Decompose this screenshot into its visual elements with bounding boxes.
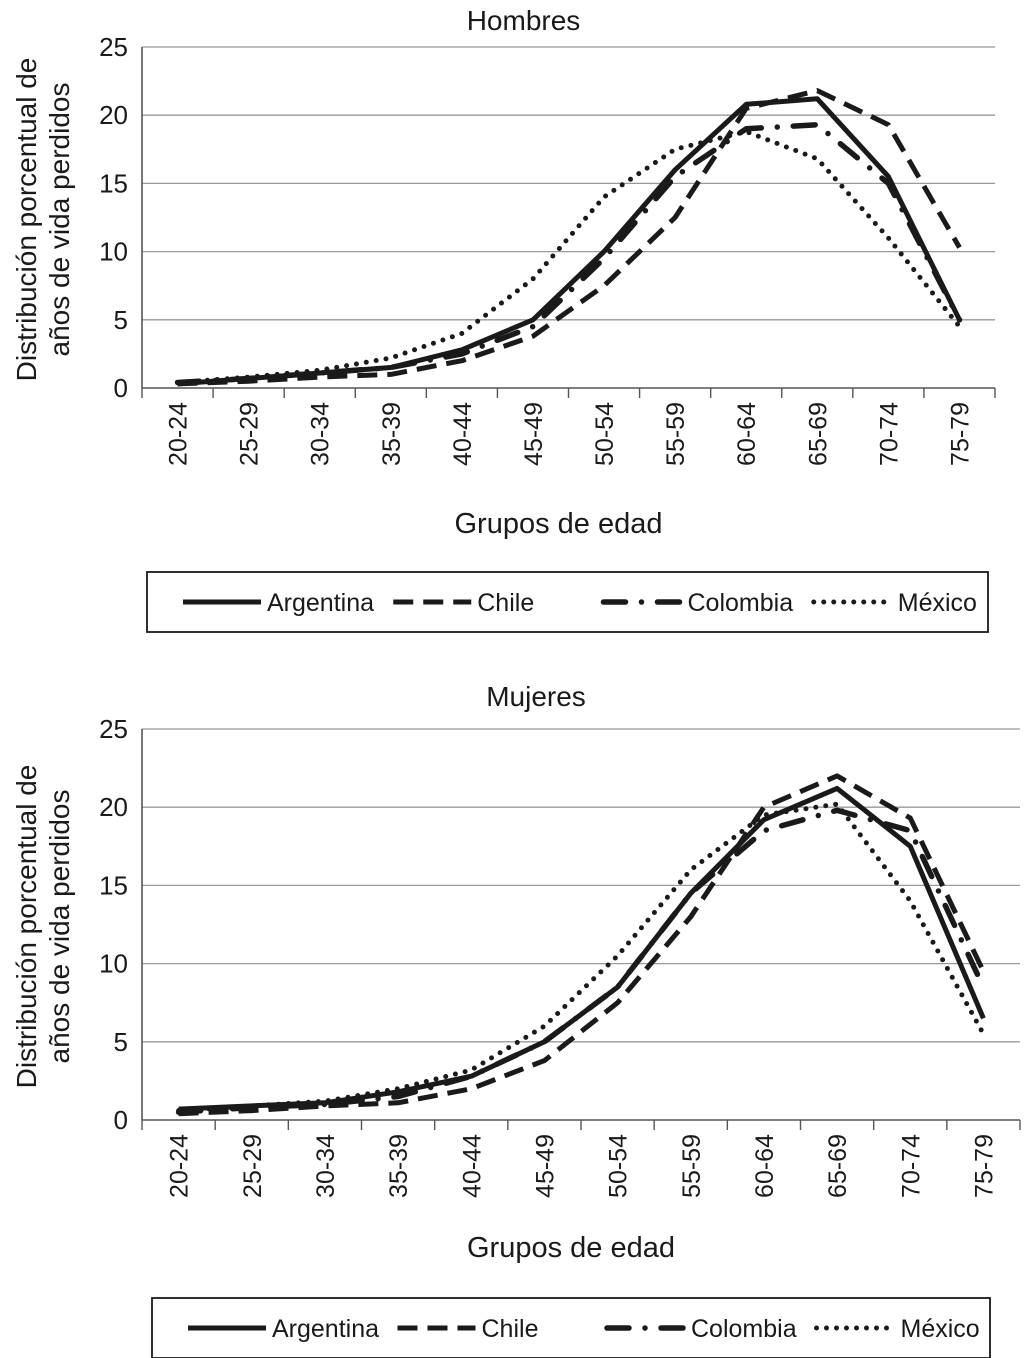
x-tick-label: 20-24 — [166, 1134, 194, 1198]
y-tick-label: 5 — [114, 1027, 128, 1057]
series-line-chile — [177, 88, 962, 387]
legend-label: Chile — [482, 1315, 539, 1343]
x-tick-label: 50-54 — [591, 402, 619, 466]
y-tick-label: 10 — [99, 949, 128, 979]
x-tick-label: 70-74 — [897, 1134, 925, 1198]
series-line-chile — [178, 773, 986, 1117]
y-tick-label: 20 — [99, 100, 128, 130]
series-line-mxico — [175, 129, 962, 385]
x-tick-label: 60-64 — [733, 402, 761, 466]
y-tick-label: 15 — [99, 870, 128, 900]
x-tick-label: 50-54 — [605, 1134, 633, 1198]
series-line-argentina — [177, 96, 962, 387]
x-tick-label: 70-74 — [875, 402, 903, 466]
y-axis-title-line: Distribución porcentual de — [11, 765, 42, 1089]
series-line-mxico — [176, 801, 986, 1114]
legend-box — [151, 1297, 991, 1358]
y-tick-label: 10 — [99, 237, 128, 267]
series-line-colombia — [175, 807, 987, 1115]
legend-label: México — [898, 589, 977, 617]
x-tick-label: 60-64 — [751, 1134, 779, 1198]
legend-label: México — [901, 1315, 980, 1343]
x-axis-title: Grupos de edad — [467, 1232, 675, 1264]
x-tick-label: 40-44 — [449, 402, 477, 466]
x-tick-label: 55-59 — [662, 402, 690, 466]
chart-mujeres: Mujeres 0 5 10 15 20 25 20-24 25-29 30-34 35-39 40-… — [11, 681, 1021, 1358]
series-line-colombia — [174, 121, 963, 386]
y-axis-title-line: años de vida perdidos — [44, 83, 75, 357]
y-tick-label: 0 — [114, 373, 128, 403]
x-axis-title: Grupos de edad — [455, 508, 663, 540]
x-tick-label: 55-59 — [678, 1134, 706, 1198]
x-tick-label: 45-49 — [520, 402, 548, 466]
y-axis-title-line: Distribución porcentual de — [11, 58, 42, 382]
chart-title: Hombres — [467, 5, 581, 36]
legend-label: Colombia — [688, 589, 794, 617]
legend-label: Chile — [477, 589, 534, 617]
chart-title: Mujeres — [486, 681, 586, 712]
y-tick-label: 5 — [114, 305, 128, 335]
chart-hombres: Hombres 0 5 10 15 20 25 20-24 25-29 30-34 35-39 40-… — [11, 5, 996, 633]
legend-label: Colombia — [691, 1315, 797, 1343]
x-tick-label: 75-79 — [946, 402, 974, 466]
x-tick-label: 75-79 — [970, 1134, 998, 1198]
y-tick-label: 25 — [99, 714, 128, 744]
x-tick-label: 65-69 — [824, 1134, 852, 1198]
x-tick-label: 35-39 — [378, 402, 406, 466]
x-tick-label: 40-44 — [458, 1134, 486, 1198]
y-tick-label: 0 — [114, 1105, 128, 1135]
x-tick-label: 45-49 — [531, 1134, 559, 1198]
x-tick-label: 30-34 — [312, 1134, 340, 1198]
y-axis-title-line: años de vida perdidos — [44, 790, 75, 1064]
y-tick-label: 15 — [99, 168, 128, 198]
y-tick-label: 20 — [99, 792, 128, 822]
legend-label: Argentina — [272, 1315, 379, 1343]
x-tick-label: 25-29 — [239, 1134, 267, 1198]
x-tick-label: 35-39 — [385, 1134, 413, 1198]
y-tick-label: 25 — [99, 32, 128, 62]
x-tick-label: 20-24 — [165, 402, 193, 466]
legend-box — [146, 571, 989, 633]
x-tick-label: 25-29 — [236, 402, 264, 466]
legend-label: Argentina — [267, 589, 374, 617]
x-tick-label: 30-34 — [307, 402, 335, 466]
series-line-argentina — [178, 785, 986, 1112]
x-tick-label: 65-69 — [804, 402, 832, 466]
